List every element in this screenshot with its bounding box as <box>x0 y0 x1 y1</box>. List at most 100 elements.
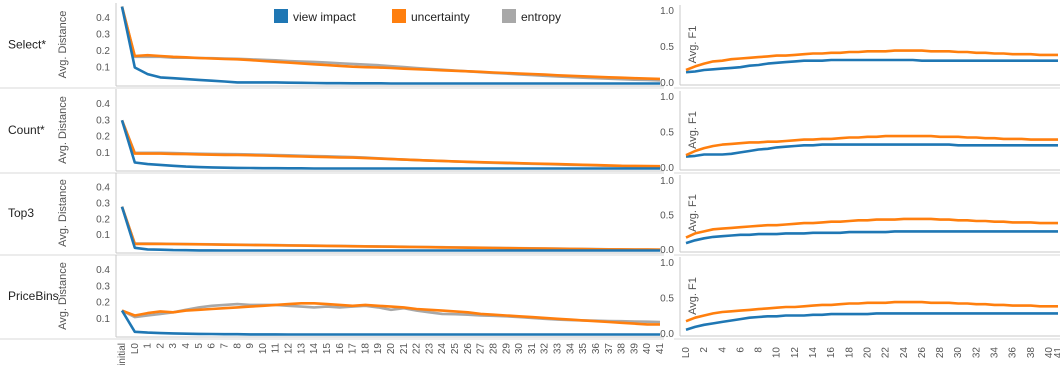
legend-label: entropy <box>521 10 561 24</box>
x-tick-label: 13 <box>296 343 307 355</box>
x-tick-label: 41 <box>655 343 666 355</box>
x-tick-label: 23 <box>424 343 435 355</box>
panel-f1-3: Avg. F1 0.0 0.5 1.0 <box>660 257 1060 340</box>
row-label: Count* <box>8 123 45 137</box>
legend-swatch <box>274 9 288 23</box>
x-tick-label: 4 <box>181 343 192 349</box>
x-tick-label: 38 <box>1026 347 1037 359</box>
x-tick-label: 34 <box>565 343 576 355</box>
row-label: PriceBins <box>8 289 59 303</box>
y-tick-label: 0.3 <box>96 30 110 41</box>
y-tick-label: 0.2 <box>96 298 110 309</box>
x-tick-label: 25 <box>450 343 461 355</box>
y-axis-title: Avg. Distance <box>57 96 69 164</box>
legend-label: view impact <box>293 10 356 24</box>
x-tick-label: 6 <box>735 347 746 353</box>
x-tick-label: 26 <box>463 343 474 355</box>
x-tick-label: 40 <box>1044 347 1055 359</box>
x-tick-label: 5 <box>194 343 205 349</box>
series-line-view-impact <box>685 143 1058 158</box>
series-line-view-impact <box>685 58 1058 74</box>
y-tick-label: 0.1 <box>96 314 110 325</box>
legend: view impact uncertainty entropy <box>274 9 561 24</box>
x-tick-label: 24 <box>899 347 910 359</box>
chart-avg-distance: Select* Avg. Distance 0.1 0.2 0.3 0.4 Count* Av… <box>0 3 666 365</box>
x-tick-label: 28 <box>935 347 946 359</box>
row-label: Top3 <box>8 206 34 220</box>
x-tick-label: 36 <box>591 343 602 355</box>
y-tick-label: 1.0 <box>660 176 674 187</box>
x-tick-label: 17 <box>348 343 359 355</box>
y-tick-label: 0.5 <box>660 42 674 53</box>
y-tick-label: 0.5 <box>660 128 674 139</box>
x-tick-label: 22 <box>881 347 892 359</box>
x-tick-label: 21 <box>399 343 410 355</box>
x-tick-label: 35 <box>578 343 589 355</box>
x-tick-label: 12 <box>284 343 295 355</box>
x-tick-label: 30 <box>514 343 525 355</box>
x-tick-label: 20 <box>862 347 873 359</box>
x-tick-label: 2 <box>155 343 166 349</box>
x-tick-label: 14 <box>309 343 320 355</box>
y-tick-label: 0.0 <box>660 163 674 174</box>
x-tick-label: 15 <box>322 343 333 355</box>
y-tick-label: 1.0 <box>660 258 674 269</box>
y-tick-label: 0.1 <box>96 230 110 241</box>
x-tick-label: 33 <box>553 343 564 355</box>
legend-swatch <box>502 9 516 23</box>
x-tick-label: 18 <box>844 347 855 359</box>
y-axis-title: Avg. F1 <box>687 26 699 64</box>
x-tick-label: 22 <box>412 343 423 355</box>
x-tick-label: 38 <box>617 343 628 355</box>
series-line-view-impact <box>120 309 660 336</box>
panel-f1-0: Avg. F1 0.0 0.5 1.0 <box>660 5 1060 89</box>
y-tick-label: 1.0 <box>660 92 674 103</box>
series-line-uncertainty <box>685 49 1058 72</box>
x-tick-label: 1 <box>143 343 154 349</box>
y-tick-label: 0.3 <box>96 281 110 292</box>
chart-avg-f1: Avg. F1 0.0 0.5 1.0 Avg. F1 0.0 0.5 1.0 Avg. F1 0… <box>660 5 1060 358</box>
series-line-view-impact <box>120 206 660 252</box>
y-tick-label: 0.1 <box>96 148 110 159</box>
y-axis-title: Avg. Distance <box>57 11 69 79</box>
series-line-uncertainty <box>120 119 661 168</box>
x-tick-label: 34 <box>989 347 1000 359</box>
x-tick-label: 29 <box>501 343 512 355</box>
y-tick-label: 0.4 <box>96 13 110 24</box>
x-tick-label: 4 <box>717 347 728 353</box>
series-line-uncertainty <box>685 300 1058 323</box>
x-tick-label: 24 <box>437 343 448 355</box>
y-tick-label: 0.2 <box>96 214 110 225</box>
x-tick-label: 39 <box>629 343 640 355</box>
series-line-entropy <box>120 6 661 82</box>
panel-f1-1: Avg. F1 0.0 0.5 1.0 <box>660 91 1060 174</box>
panel-distance-1: Count* Avg. Distance 0.1 0.2 0.3 0.4 <box>0 89 664 174</box>
series-line-view-impact <box>120 119 660 170</box>
y-tick-label: 1.0 <box>660 6 674 17</box>
series-line-view-impact <box>685 312 1058 331</box>
y-axis-title: Avg. Distance <box>57 179 69 247</box>
series-line-uncertainty <box>685 217 1058 239</box>
x-tick-label: 32 <box>540 343 551 355</box>
x-tick-label: 16 <box>335 343 346 355</box>
x-tick-label: 8 <box>754 347 765 353</box>
x-tick-label: 19 <box>373 343 384 355</box>
y-tick-label: 0.2 <box>96 132 110 143</box>
x-tick-label: 8 <box>232 343 243 349</box>
series-line-uncertainty <box>120 6 661 81</box>
y-tick-label: 0.0 <box>660 78 674 89</box>
x-tick-label: 37 <box>604 343 615 355</box>
y-tick-label: 0.2 <box>96 46 110 57</box>
y-tick-label: 0.3 <box>96 115 110 126</box>
x-tick-label: 10 <box>772 347 783 359</box>
series-line-uncertainty <box>685 134 1058 157</box>
x-tick-label: 3 <box>168 343 179 349</box>
y-tick-label: 0.5 <box>660 294 674 305</box>
x-tick-label: 27 <box>476 343 487 355</box>
x-tick-label: 14 <box>808 347 819 359</box>
x-tick-label: 12 <box>790 347 801 359</box>
x-tick-label: 16 <box>826 347 837 359</box>
y-tick-label: 0.4 <box>96 265 110 276</box>
